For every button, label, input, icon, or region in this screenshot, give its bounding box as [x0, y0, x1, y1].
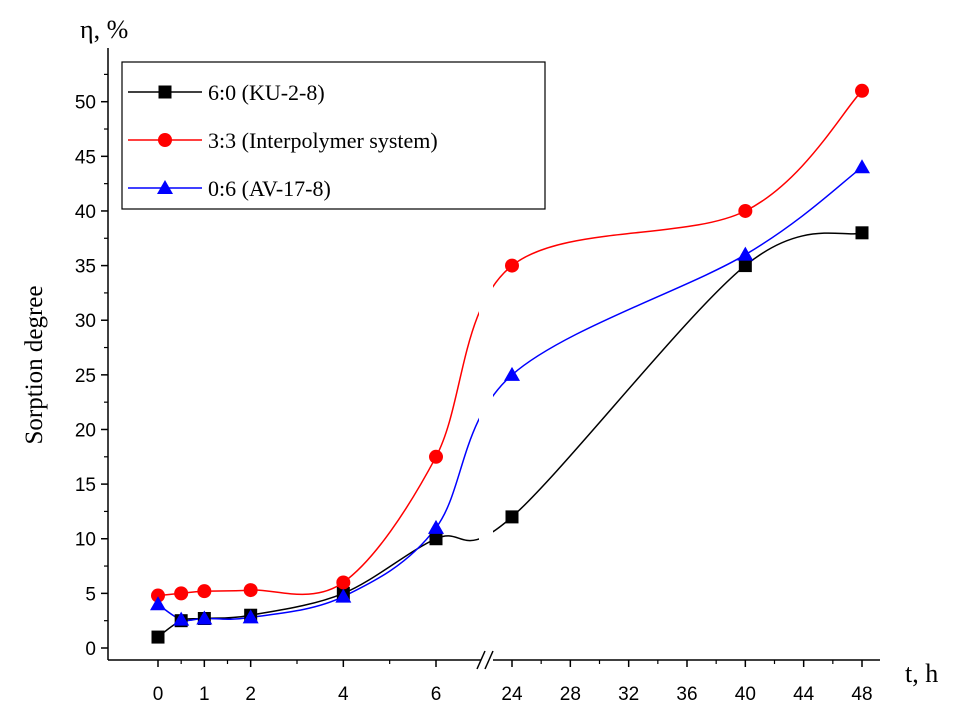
y-tick-label: 40: [75, 202, 96, 223]
x-tick-label: 0: [153, 684, 164, 705]
data-point-interpolymer: [505, 258, 519, 273]
data-point-av-17-8: [173, 611, 190, 626]
legend-label: 3:3 (Interpolymer system): [208, 128, 438, 153]
data-point-av-17-8: [504, 366, 520, 381]
x-tick-label: 6: [431, 684, 442, 705]
legend: 6:0 (KU-2-8) 3:3 (Interpolymer system) 0:6…: [121, 61, 546, 210]
legend-label: 0:6 (AV-17-8): [208, 176, 331, 201]
y-tick-label: 10: [75, 530, 96, 551]
data-point-av-17-8: [242, 609, 259, 624]
y-tick-label: 30: [75, 311, 96, 332]
y-tick-label: 35: [75, 257, 96, 278]
data-point-ku-2-8: [429, 532, 443, 546]
data-point-av-17-8: [196, 610, 213, 625]
data-point-interpolymer: [243, 583, 258, 598]
legend-marker: [158, 133, 172, 147]
x-tick-label: 2: [245, 684, 256, 705]
data-point-av-17-8: [737, 246, 754, 261]
x-unit-label: t, h: [905, 659, 938, 688]
x-tick-label: 44: [793, 684, 815, 705]
data-point-av-17-8: [335, 588, 352, 603]
y-tick-label: 5: [85, 584, 96, 605]
data-point-interpolymer: [174, 586, 189, 601]
data-point-interpolymer: [336, 575, 351, 590]
x-tick-label: 1: [199, 684, 210, 705]
x-tick-label: 40: [735, 684, 756, 705]
y-tick-label: 15: [75, 475, 96, 496]
axis-break-mark: [476, 650, 486, 670]
data-point-ku-2-8: [738, 259, 752, 273]
x-tick-label: 28: [560, 684, 581, 705]
data-point-ku-2-8: [505, 510, 519, 524]
series-line-av-17-8: [157, 166, 863, 622]
y-tick-label: 25: [75, 366, 96, 387]
data-point-av-17-8: [150, 596, 166, 611]
data-point-av-17-8: [854, 159, 870, 174]
series-line-ku-2-8: [157, 232, 863, 638]
y-tick-label: 0: [85, 639, 96, 660]
x-tick-label: 4: [338, 684, 349, 705]
legend-frame: [121, 61, 546, 210]
y-axis-title: Sorption degree: [21, 286, 48, 445]
data-point-interpolymer: [738, 203, 753, 218]
y-unit-label: η, %: [80, 15, 128, 44]
data-point-interpolymer: [197, 584, 212, 599]
legend-marker: [157, 180, 173, 194]
y-tick-label: 20: [75, 420, 96, 441]
axis-break-mark: [484, 650, 494, 670]
data-point-ku-2-8: [855, 226, 869, 240]
legend-label: 6:0 (KU-2-8): [208, 80, 325, 105]
data-point-interpolymer: [151, 588, 165, 603]
data-point-av-17-8: [428, 519, 444, 534]
data-point-interpolymer: [855, 83, 869, 98]
x-tick-label: 32: [618, 684, 639, 705]
data-point-ku-2-8: [151, 630, 165, 644]
y-tick-label: 45: [75, 147, 96, 168]
y-tick-label: 50: [75, 93, 96, 114]
data-point-interpolymer: [429, 449, 443, 464]
x-tick-label: 36: [676, 684, 697, 705]
legend-marker: [158, 85, 172, 99]
x-tick-label: 48: [851, 684, 872, 705]
series-layer: [150, 40, 870, 644]
x-tick-label: 24: [501, 684, 523, 705]
